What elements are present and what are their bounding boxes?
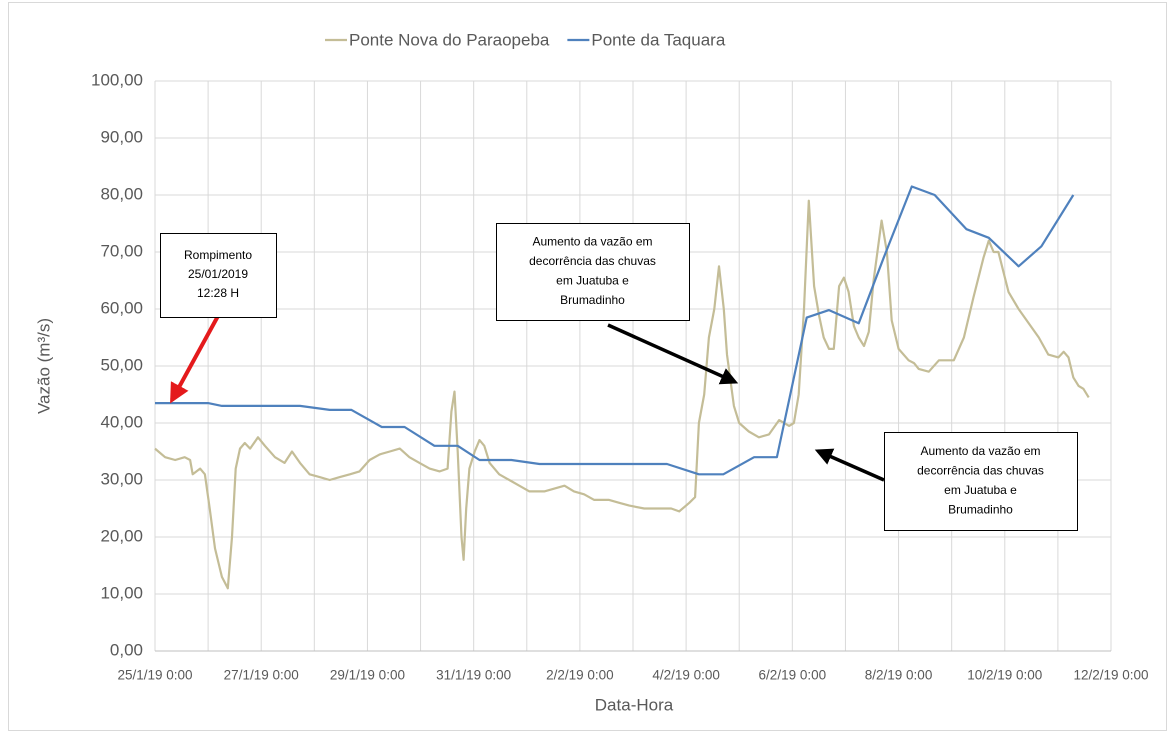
annotation-text: em Juatuba e <box>556 273 629 287</box>
annotation-text: decorrência das chuvas <box>529 254 656 268</box>
annotation-text: em Juatuba e <box>944 483 1017 497</box>
annotation-box <box>496 223 690 321</box>
annotation-arrow <box>814 448 885 482</box>
y-tick-label: 100,00 <box>91 70 143 89</box>
grid <box>154 80 1112 652</box>
series-line <box>154 199 1090 590</box>
x-tick-label: 10/2/19 0:00 <box>967 668 1042 683</box>
y-tick-label: 30,00 <box>100 469 143 488</box>
annotation-text: decorrência das chuvas <box>917 463 1044 477</box>
series-line <box>155 185 1075 476</box>
x-tick-label: 4/2/19 0:00 <box>652 668 720 683</box>
annotation-text: Aumento da vazão em <box>920 444 1040 458</box>
x-tick-label: 2/2/19 0:00 <box>546 668 614 683</box>
y-tick-label: 20,00 <box>100 526 143 545</box>
annotation-arrow <box>607 323 739 385</box>
legend-label: Ponte Nova do Paraopeba <box>349 30 550 49</box>
x-tick-label: 31/1/19 0:00 <box>436 668 511 683</box>
y-tick-label: 60,00 <box>100 298 143 317</box>
x-axis-label: Data-Hora <box>595 695 674 714</box>
y-tick-label: 50,00 <box>100 355 143 374</box>
annotation-text: 25/01/2019 <box>188 267 248 281</box>
y-tick-label: 0,00 <box>110 640 143 659</box>
x-tick-label: 8/2/19 0:00 <box>865 668 933 683</box>
lines <box>154 185 1090 590</box>
y-tick-label: 90,00 <box>100 127 143 146</box>
annotation-text: Brumadinho <box>948 502 1013 516</box>
y-tick-label: 80,00 <box>100 184 143 203</box>
annotation-text: Rompimento <box>184 248 252 262</box>
y-tick-label: 70,00 <box>100 241 143 260</box>
x-tick-label: 29/1/19 0:00 <box>330 668 405 683</box>
annotation-text: 12:28 H <box>197 286 239 300</box>
annotation-box <box>884 432 1078 531</box>
y-tick-label: 10,00 <box>100 583 143 602</box>
annotation-text: Aumento da vazão em <box>532 234 652 248</box>
y-tick-label: 40,00 <box>100 412 143 431</box>
x-tick-label: 27/1/19 0:00 <box>224 668 299 683</box>
x-tick-label: 6/2/19 0:00 <box>759 668 827 683</box>
y-axis-label: Vazão (m³/s) <box>34 318 53 414</box>
annotation-text: Brumadinho <box>560 293 625 307</box>
x-tick-label: 12/2/19 0:00 <box>1073 668 1148 683</box>
labels: 0,00 10,00 20,00 30,00 40,00 50,00 60,00 70,00 8… <box>91 70 1149 682</box>
annotation-box <box>160 233 277 318</box>
annotation-arrow <box>170 315 220 404</box>
legend-label: Ponte da Taquara <box>591 30 725 49</box>
x-tick-label: 25/1/19 0:00 <box>117 668 192 683</box>
